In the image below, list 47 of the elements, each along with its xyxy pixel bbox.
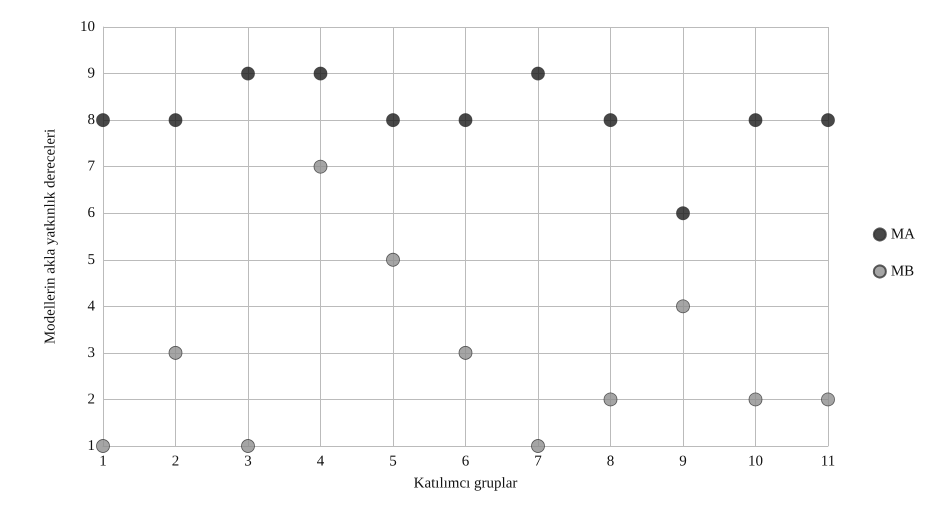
- x-tick-label: 10: [748, 454, 763, 470]
- point: [604, 113, 618, 128]
- y-tick-label: 4: [88, 298, 96, 314]
- point: [96, 439, 110, 453]
- x-tick-label: 1: [99, 454, 107, 470]
- point: [458, 113, 472, 128]
- y-tick-label: 9: [88, 66, 95, 82]
- point: [241, 66, 255, 80]
- point: [168, 113, 182, 128]
- y-tick-label: 1: [88, 438, 95, 454]
- point: [821, 392, 835, 406]
- x-tick-label: 4: [316, 454, 325, 470]
- y-tick-label: 7: [88, 158, 96, 175]
- point: [676, 206, 690, 220]
- y-tick-label: 5: [88, 252, 95, 268]
- y-tick-label: 2: [88, 391, 95, 408]
- point: [314, 160, 328, 174]
- y-tick-label: 10: [80, 19, 95, 35]
- point: [458, 346, 472, 360]
- x-axis-title: Katılımcı gruplar: [414, 476, 518, 492]
- x-tick-label: 9: [679, 454, 687, 470]
- y-tick-label: 8: [88, 112, 95, 128]
- point: [531, 66, 545, 80]
- x-tick-label: 2: [172, 454, 180, 470]
- x-tick-label: 8: [606, 454, 614, 470]
- y-tick-label: 3: [88, 344, 95, 361]
- point: [386, 252, 400, 267]
- point: [748, 113, 762, 128]
- point: [604, 392, 618, 406]
- point: [314, 66, 328, 80]
- x-tick-label: 3: [244, 454, 252, 470]
- point: [386, 113, 400, 128]
- x-tick-label: 6: [462, 454, 470, 470]
- y-axis-title: Modellerin akla yatkınlık dereceleri: [42, 128, 58, 344]
- x-tick-label: 5: [389, 454, 397, 470]
- point: [821, 113, 835, 128]
- y-tick-label: 6: [88, 205, 96, 222]
- point: [676, 299, 690, 314]
- legend-label: MB: [890, 264, 914, 280]
- point: [748, 392, 762, 406]
- x-tick-label: 7: [534, 454, 542, 470]
- legend-label: MA: [890, 226, 916, 242]
- point: [168, 346, 182, 360]
- x-tick-label: 11: [820, 454, 836, 470]
- point: [531, 439, 545, 453]
- point: [96, 113, 110, 128]
- point: [241, 439, 255, 453]
